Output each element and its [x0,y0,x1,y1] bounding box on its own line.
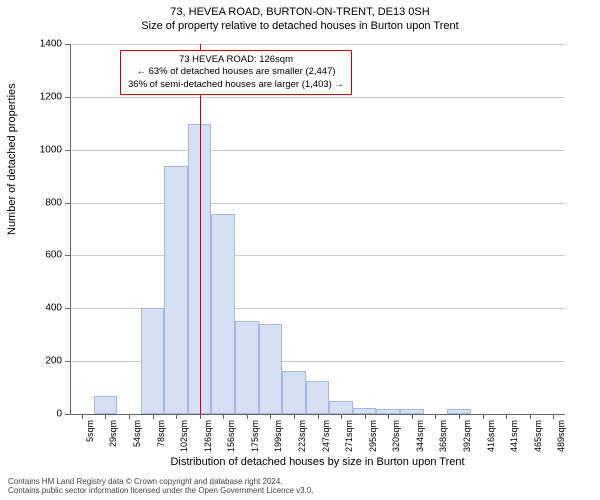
x-tick-label: 223sqm [297,420,307,452]
gridline [70,203,565,204]
x-tick-mark [365,414,366,419]
x-tick-label: 416sqm [486,420,496,452]
x-tick-mark [553,414,554,419]
histogram-bar [211,214,235,414]
annotation-line2: ← 63% of detached houses are smaller (2,… [128,66,344,78]
annotation-line3: 36% of semi-detached houses are larger (… [128,79,344,91]
histogram-bar [306,381,330,414]
x-tick-label: 175sqm [250,420,260,452]
y-tick-label: 600 [45,250,62,261]
footer-line1: Contains HM Land Registry data © Crown c… [8,477,314,487]
x-tick-mark [318,414,319,419]
x-tick-mark [388,414,389,419]
y-tick-mark [65,203,70,204]
y-tick-label: 1400 [40,39,62,50]
x-tick-label: 344sqm [415,420,425,452]
y-tick-mark [65,44,70,45]
x-tick-label: 368sqm [438,420,448,452]
y-tick-mark [65,255,70,256]
x-tick-mark [105,414,106,419]
x-tick-label: 295sqm [368,420,378,452]
x-tick-label: 489sqm [556,420,566,452]
x-tick-label: 392sqm [462,420,472,452]
x-tick-label: 29sqm [108,420,118,447]
chart-container: 73, HEVEA ROAD, BURTON-ON-TRENT, DE13 0S… [0,0,600,500]
histogram-bar [164,166,188,414]
y-tick-label: 200 [45,356,62,367]
x-axis-title: Distribution of detached houses by size … [70,456,565,468]
chart-title-main: 73, HEVEA ROAD, BURTON-ON-TRENT, DE13 0S… [0,0,600,18]
y-axis: 0200400600800100012001400 [0,44,70,414]
x-tick-mark [341,414,342,419]
x-tick-mark [412,414,413,419]
x-tick-mark [270,414,271,419]
footer-line2: Contains public sector information licen… [8,486,314,496]
histogram-bar [94,396,118,414]
x-tick-mark [153,414,154,419]
y-tick-mark [65,361,70,362]
x-tick-label: 271sqm [344,420,354,452]
y-axis-line [70,44,71,414]
y-tick-label: 800 [45,197,62,208]
x-tick-mark [294,414,295,419]
property-marker-line [200,44,202,414]
y-tick-label: 400 [45,303,62,314]
x-tick-label: 126sqm [203,420,213,452]
chart-title-sub: Size of property relative to detached ho… [0,18,600,32]
x-tick-mark [506,414,507,419]
gridline [70,150,565,151]
histogram-bar [282,371,306,414]
x-tick-label: 156sqm [226,420,236,452]
x-tick-label: 465sqm [533,420,543,452]
plot-area [70,44,565,414]
histogram-bar [235,321,259,414]
x-tick-label: 5sqm [85,420,95,442]
y-tick-label: 1000 [40,144,62,155]
y-tick-mark [65,97,70,98]
y-tick-label: 1200 [40,91,62,102]
footer: Contains HM Land Registry data © Crown c… [8,477,314,496]
histogram-bar [329,401,353,414]
x-tick-mark [200,414,201,419]
x-tick-label: 199sqm [273,420,283,452]
x-tick-mark [247,414,248,419]
x-tick-mark [483,414,484,419]
x-tick-mark [176,414,177,419]
x-tick-mark [223,414,224,419]
x-tick-mark [129,414,130,419]
x-tick-mark [435,414,436,419]
y-tick-mark [65,308,70,309]
y-tick-label: 0 [56,409,62,420]
x-tick-mark [530,414,531,419]
x-tick-label: 247sqm [321,420,331,452]
y-tick-mark [65,150,70,151]
x-tick-label: 102sqm [179,420,189,452]
x-tick-mark [82,414,83,419]
annotation-line1: 73 HEVEA ROAD: 126sqm [128,54,344,66]
gridline [70,44,565,45]
x-tick-label: 78sqm [156,420,166,447]
x-tick-label: 54sqm [132,420,142,447]
gridline [70,255,565,256]
histogram-bar [141,308,165,414]
x-tick-mark [459,414,460,419]
x-tick-label: 320sqm [391,420,401,452]
histogram-bar [259,324,283,414]
gridline [70,97,565,98]
x-tick-label: 441sqm [509,420,519,452]
annotation-box: 73 HEVEA ROAD: 126sqm ← 63% of detached … [120,50,352,95]
